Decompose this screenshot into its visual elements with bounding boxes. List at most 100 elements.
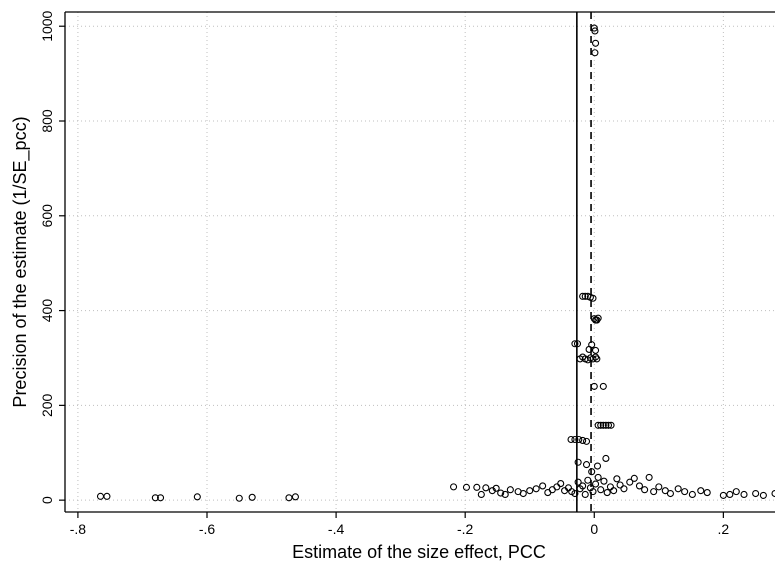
data-point (607, 421, 615, 429)
data-point (597, 421, 605, 429)
data-point (600, 477, 608, 485)
data-point (592, 353, 600, 361)
x-axis-label: Estimate of the size effect, PCC (292, 542, 546, 562)
data-point (579, 482, 587, 490)
data-point (103, 492, 111, 500)
data-point (462, 483, 471, 491)
data-point (574, 478, 582, 486)
data-point (594, 421, 602, 429)
data-point (156, 494, 165, 502)
data-point (588, 341, 596, 349)
data-point (193, 493, 201, 501)
data-point (655, 483, 663, 491)
data-point (450, 483, 458, 491)
data-point (771, 489, 775, 498)
data-point (666, 489, 674, 498)
data-point (594, 473, 602, 481)
data-point (579, 436, 587, 444)
y-tick-label: 1000 (39, 10, 55, 41)
data-point (599, 382, 607, 390)
data-point (285, 494, 293, 502)
data-point (591, 27, 599, 35)
data-point (602, 454, 610, 463)
data-point (603, 489, 611, 497)
data-point (688, 490, 696, 499)
data-point (593, 462, 602, 470)
data-point (567, 435, 575, 444)
data-point (599, 421, 607, 429)
data-point (532, 485, 540, 493)
data-point (592, 346, 600, 354)
data-point (732, 488, 740, 496)
data-point (602, 421, 610, 429)
y-axis-label: Precision of the estimate (1/SE_pcc) (10, 116, 31, 407)
data-point (473, 483, 481, 491)
data-point (590, 382, 598, 390)
data-point (613, 475, 621, 483)
data-point (759, 491, 767, 499)
data-point (151, 494, 159, 502)
y-tick-label: 200 (39, 393, 55, 417)
data-point (752, 489, 760, 498)
data-point (571, 435, 579, 444)
data-point (477, 490, 485, 499)
data-point (571, 489, 579, 498)
data-point (626, 478, 634, 486)
data-point (661, 487, 669, 495)
data-point (726, 490, 734, 499)
data-point (573, 340, 582, 348)
data-point (589, 294, 597, 302)
x-tick-label: .2 (718, 521, 730, 537)
data-point (635, 482, 644, 490)
data-point (740, 490, 748, 499)
data-point (575, 435, 583, 444)
x-tick-label: -.4 (328, 521, 345, 537)
x-tick-label: -.8 (70, 521, 87, 537)
data-point (506, 486, 514, 494)
data-point (630, 474, 638, 482)
data-point (553, 483, 561, 491)
x-tick-label: 0 (590, 521, 598, 537)
data-point (616, 481, 624, 489)
data-point (581, 490, 589, 499)
data-point (497, 489, 505, 497)
data-point (557, 480, 565, 488)
data-point (590, 24, 598, 32)
data-point (674, 485, 682, 493)
data-point (604, 421, 613, 429)
data-point (703, 489, 711, 497)
y-tick-label: 0 (39, 496, 55, 504)
data-point (582, 461, 591, 469)
data-point (235, 494, 243, 502)
data-point (589, 488, 597, 496)
grid-layer (65, 12, 775, 512)
data-point (574, 458, 582, 466)
data-point (584, 476, 592, 484)
data-point (606, 483, 614, 491)
reference-lines (576, 12, 592, 512)
data-point (697, 487, 705, 495)
axes: -.8 -.6 -.4 -.2 0 .2 0 200 400 600 800 1000 (39, 10, 775, 537)
data-point (248, 493, 256, 501)
data-point (641, 486, 649, 494)
data-point (597, 486, 605, 494)
data-point (592, 39, 600, 47)
data-point (571, 340, 579, 348)
y-tick-label: 800 (39, 109, 55, 133)
data-point (482, 484, 490, 492)
x-tick-label: -.2 (457, 521, 474, 537)
data-point (519, 489, 527, 498)
data-points (96, 24, 775, 502)
data-point (719, 491, 727, 499)
data-point (588, 468, 596, 476)
data-point (579, 292, 587, 300)
data-point (526, 487, 534, 495)
data-point (592, 480, 600, 488)
data-point (593, 355, 601, 363)
data-point (650, 488, 658, 496)
data-point (620, 485, 628, 493)
y-tick-label: 600 (39, 204, 55, 228)
data-point (594, 314, 602, 322)
data-point (591, 49, 599, 57)
